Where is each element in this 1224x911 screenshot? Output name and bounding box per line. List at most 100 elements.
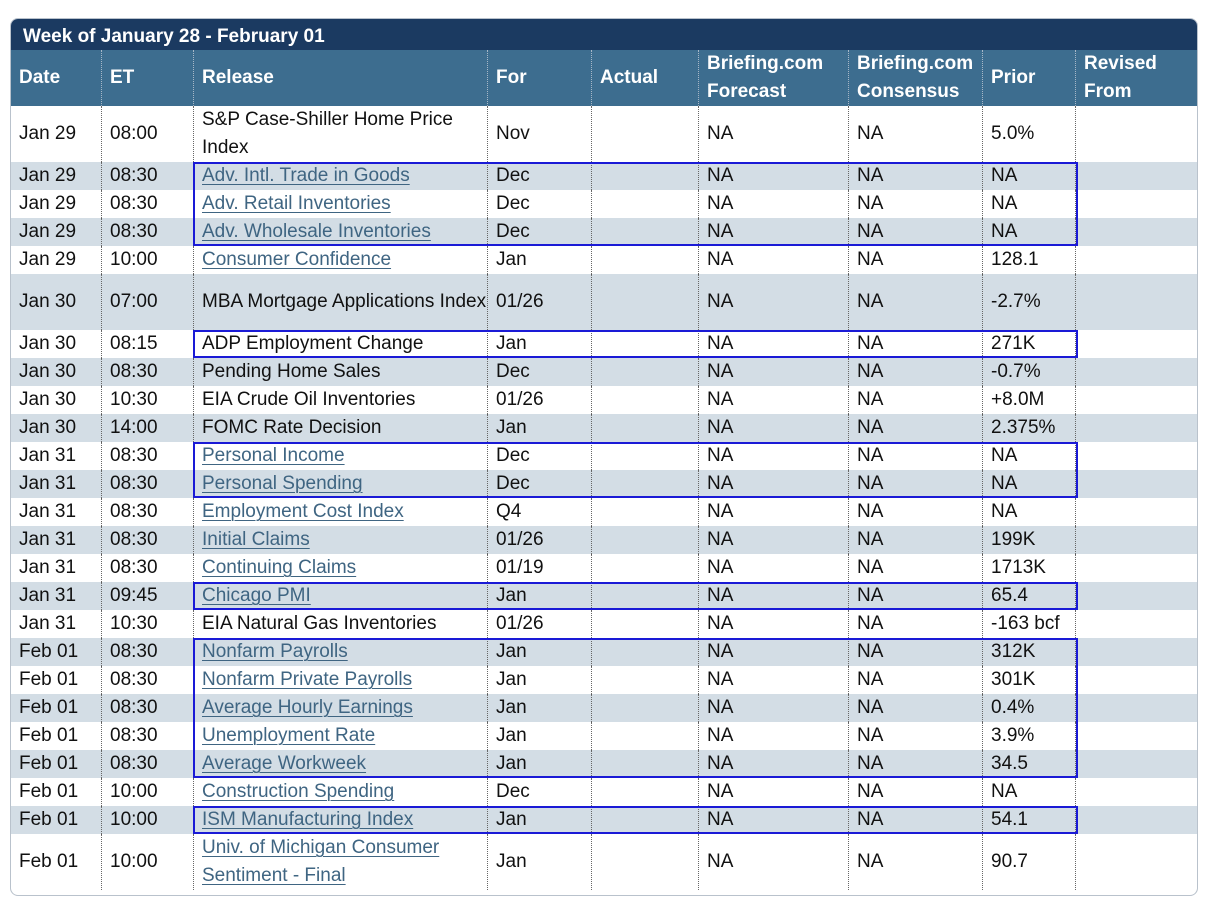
cell-date: Jan 30 <box>11 358 101 386</box>
cell-actual <box>591 330 698 358</box>
et-value: 08:30 <box>110 501 158 522</box>
cell-date: Feb 01 <box>11 806 101 834</box>
cell-revised <box>1075 246 1197 274</box>
release-link[interactable]: Chicago PMI <box>202 585 311 606</box>
release-link[interactable]: Consumer Confidence <box>202 249 392 270</box>
et-value: 08:30 <box>110 529 158 550</box>
cell-date: Feb 01 <box>11 750 101 778</box>
date-value: Jan 30 <box>19 333 77 354</box>
cell-actual <box>591 218 698 246</box>
for-value: Jan <box>496 641 527 662</box>
release-link[interactable]: Adv. Retail Inventories <box>202 193 391 214</box>
release-link[interactable]: Univ. of Michigan Consumer Sentiment - F… <box>202 837 440 886</box>
et-value: 08:30 <box>110 697 158 718</box>
cell-actual <box>591 554 698 582</box>
cell-for: Q4 <box>487 498 591 526</box>
cell-et: 08:30 <box>101 498 193 526</box>
release-link[interactable]: Adv. Intl. Trade in Goods <box>202 165 410 186</box>
cell-et: 08:15 <box>101 330 193 358</box>
cell-for: Dec <box>487 218 591 246</box>
release-link[interactable]: Personal Spending <box>202 473 363 494</box>
cell-consensus: NA <box>848 666 982 694</box>
cell-release: FOMC Rate Decision <box>193 414 487 442</box>
consensus-value: NA <box>857 809 884 830</box>
cell-actual <box>591 442 698 470</box>
cell-prior: NA <box>982 470 1075 498</box>
prior-value: 301K <box>991 669 1036 690</box>
et-value: 08:00 <box>110 123 158 144</box>
cell-forecast: NA <box>698 778 848 806</box>
consensus-value: NA <box>857 193 884 214</box>
date-value: Jan 30 <box>19 389 77 410</box>
release-link[interactable]: Unemployment Rate <box>202 725 376 746</box>
prior-value: NA <box>991 781 1018 802</box>
table-row: Feb 01 08:30 Unemployment Rate Jan NA NA 3.9% <box>11 722 1197 750</box>
prior-value: 271K <box>991 333 1036 354</box>
cell-date: Feb 01 <box>11 834 101 890</box>
cell-prior: 1713K <box>982 554 1075 582</box>
cell-prior: 5.0% <box>982 106 1075 162</box>
cell-consensus: NA <box>848 694 982 722</box>
cell-forecast: NA <box>698 750 848 778</box>
release-link[interactable]: Adv. Wholesale Inventories <box>202 221 431 242</box>
forecast-value: NA <box>707 333 734 354</box>
release-link[interactable]: Personal Income <box>202 445 345 466</box>
prior-value: 90.7 <box>991 851 1028 872</box>
for-value: Jan <box>496 669 527 690</box>
prior-value: NA <box>991 193 1018 214</box>
cell-et: 07:00 <box>101 274 193 330</box>
cell-release: MBA Mortgage Applications Index <box>193 274 487 330</box>
cell-actual <box>591 414 698 442</box>
cell-prior: 312K <box>982 638 1075 666</box>
for-value: Dec <box>496 473 530 494</box>
release-link[interactable]: Average Hourly Earnings <box>202 697 413 718</box>
cell-consensus: NA <box>848 386 982 414</box>
release-name: FOMC Rate Decision <box>202 417 382 438</box>
for-value: Dec <box>496 781 530 802</box>
release-link[interactable]: Employment Cost Index <box>202 501 404 522</box>
cell-et: 10:00 <box>101 778 193 806</box>
cell-forecast: NA <box>698 246 848 274</box>
cell-consensus: NA <box>848 358 982 386</box>
prior-value: 5.0% <box>991 123 1035 144</box>
cell-actual <box>591 498 698 526</box>
cell-forecast: NA <box>698 470 848 498</box>
prior-value: NA <box>991 445 1018 466</box>
release-link[interactable]: Construction Spending <box>202 781 395 802</box>
release-link[interactable]: Nonfarm Private Payrolls <box>202 669 413 690</box>
cell-revised <box>1075 330 1197 358</box>
date-value: Jan 30 <box>19 361 77 382</box>
date-value: Jan 31 <box>19 445 77 466</box>
cell-release: Adv. Wholesale Inventories <box>193 218 487 246</box>
release-link[interactable]: Average Workweek <box>202 753 367 774</box>
cell-et: 08:30 <box>101 526 193 554</box>
cell-consensus: NA <box>848 834 982 890</box>
prior-value: 65.4 <box>991 585 1028 606</box>
for-value: 01/26 <box>496 613 544 634</box>
cell-forecast: NA <box>698 582 848 610</box>
cell-release: Univ. of Michigan Consumer Sentiment - F… <box>193 834 487 890</box>
cell-actual <box>591 750 698 778</box>
release-name: EIA Crude Oil Inventories <box>202 389 416 410</box>
economic-calendar: Week of January 28 - February 01 Date ET R… <box>10 18 1198 896</box>
cell-release: Average Hourly Earnings <box>193 694 487 722</box>
consensus-value: NA <box>857 697 884 718</box>
cell-prior: 271K <box>982 330 1075 358</box>
cell-date: Jan 30 <box>11 386 101 414</box>
cell-release: Average Workweek <box>193 750 487 778</box>
cell-for: Jan <box>487 806 591 834</box>
for-value: 01/19 <box>496 557 544 578</box>
consensus-value: NA <box>857 613 884 634</box>
cell-et: 08:30 <box>101 694 193 722</box>
table-row: Jan 29 08:30 Adv. Retail Inventories Dec NA N… <box>11 190 1197 218</box>
cell-prior: 128.1 <box>982 246 1075 274</box>
cell-date: Feb 01 <box>11 778 101 806</box>
release-link[interactable]: Initial Claims <box>202 529 310 550</box>
for-value: Jan <box>496 333 527 354</box>
consensus-value: NA <box>857 445 884 466</box>
release-link[interactable]: ISM Manufacturing Index <box>202 809 414 830</box>
release-link[interactable]: Continuing Claims <box>202 557 357 578</box>
cell-prior: -163 bcf <box>982 610 1075 638</box>
release-link[interactable]: Nonfarm Payrolls <box>202 641 348 662</box>
forecast-value: NA <box>707 221 734 242</box>
